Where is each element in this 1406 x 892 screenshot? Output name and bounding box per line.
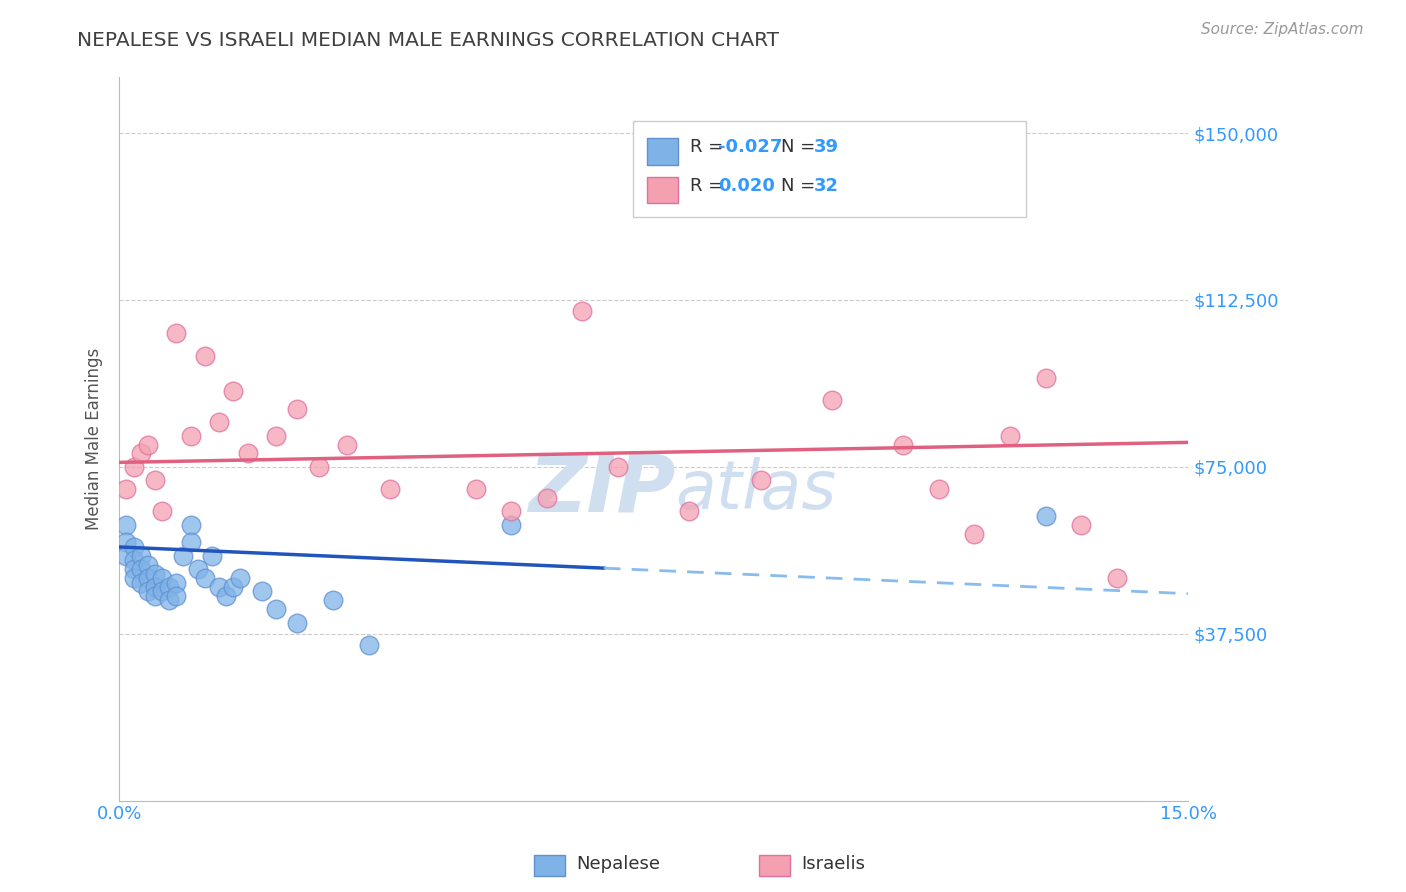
Point: [222, 384, 245, 399]
Point: [122, 540, 145, 554]
Text: Nepalese: Nepalese: [576, 855, 661, 873]
Point: [821, 393, 844, 408]
Point: [122, 553, 145, 567]
Point: [336, 437, 359, 451]
Point: [322, 593, 344, 607]
Text: NEPALESE VS ISRAELI MEDIAN MALE EARNINGS CORRELATION CHART: NEPALESE VS ISRAELI MEDIAN MALE EARNINGS…: [77, 31, 779, 50]
Point: [963, 526, 986, 541]
Point: [208, 415, 231, 429]
Point: [891, 437, 914, 451]
Point: [501, 517, 523, 532]
Point: [357, 638, 380, 652]
Point: [308, 459, 330, 474]
Point: [1105, 571, 1128, 585]
Text: 0.020: 0.020: [717, 177, 775, 194]
Point: [129, 549, 152, 563]
Point: [143, 566, 166, 581]
Point: [264, 428, 287, 442]
Point: [222, 580, 245, 594]
Point: [201, 549, 224, 563]
Point: [194, 571, 217, 585]
Text: ZIP: ZIP: [527, 450, 675, 529]
Point: [129, 562, 152, 576]
Point: [928, 482, 950, 496]
Point: [236, 446, 259, 460]
Point: [150, 504, 173, 518]
Point: [115, 482, 138, 496]
Point: [501, 504, 523, 518]
Point: [749, 473, 772, 487]
Point: [129, 575, 152, 590]
Point: [143, 473, 166, 487]
Text: -0.027: -0.027: [717, 138, 782, 156]
Point: [122, 571, 145, 585]
Point: [1035, 508, 1057, 523]
Point: [215, 589, 238, 603]
Text: Source: ZipAtlas.com: Source: ZipAtlas.com: [1201, 22, 1364, 37]
Point: [208, 580, 231, 594]
Text: R =: R =: [690, 138, 728, 156]
Point: [122, 459, 145, 474]
Text: atlas: atlas: [675, 457, 837, 523]
Text: N =: N =: [782, 138, 821, 156]
Text: Israelis: Israelis: [801, 855, 866, 873]
Point: [250, 584, 273, 599]
Text: N =: N =: [782, 177, 821, 194]
Point: [115, 549, 138, 563]
Point: [287, 615, 309, 630]
Point: [998, 428, 1021, 442]
Point: [157, 580, 180, 594]
Point: [115, 535, 138, 549]
Point: [122, 562, 145, 576]
Point: [229, 571, 252, 585]
Point: [143, 589, 166, 603]
Point: [172, 549, 194, 563]
Point: [180, 535, 202, 549]
Point: [115, 517, 138, 532]
Point: [136, 584, 159, 599]
Point: [464, 482, 486, 496]
Point: [378, 482, 401, 496]
Point: [536, 491, 558, 505]
Point: [136, 437, 159, 451]
Y-axis label: Median Male Earnings: Median Male Earnings: [86, 348, 103, 530]
Point: [264, 602, 287, 616]
Text: R =: R =: [690, 177, 734, 194]
Point: [143, 580, 166, 594]
Point: [1070, 517, 1092, 532]
Point: [157, 593, 180, 607]
Text: 32: 32: [813, 177, 838, 194]
Point: [150, 584, 173, 599]
Point: [678, 504, 700, 518]
Point: [165, 326, 187, 341]
Point: [129, 446, 152, 460]
Text: 39: 39: [813, 138, 838, 156]
Point: [180, 428, 202, 442]
Point: [187, 562, 209, 576]
Point: [180, 517, 202, 532]
Point: [136, 558, 159, 572]
Point: [165, 589, 187, 603]
Point: [165, 575, 187, 590]
Point: [194, 349, 217, 363]
Point: [607, 459, 630, 474]
Point: [287, 402, 309, 417]
Point: [136, 571, 159, 585]
Point: [571, 304, 593, 318]
Point: [150, 571, 173, 585]
Point: [1035, 371, 1057, 385]
